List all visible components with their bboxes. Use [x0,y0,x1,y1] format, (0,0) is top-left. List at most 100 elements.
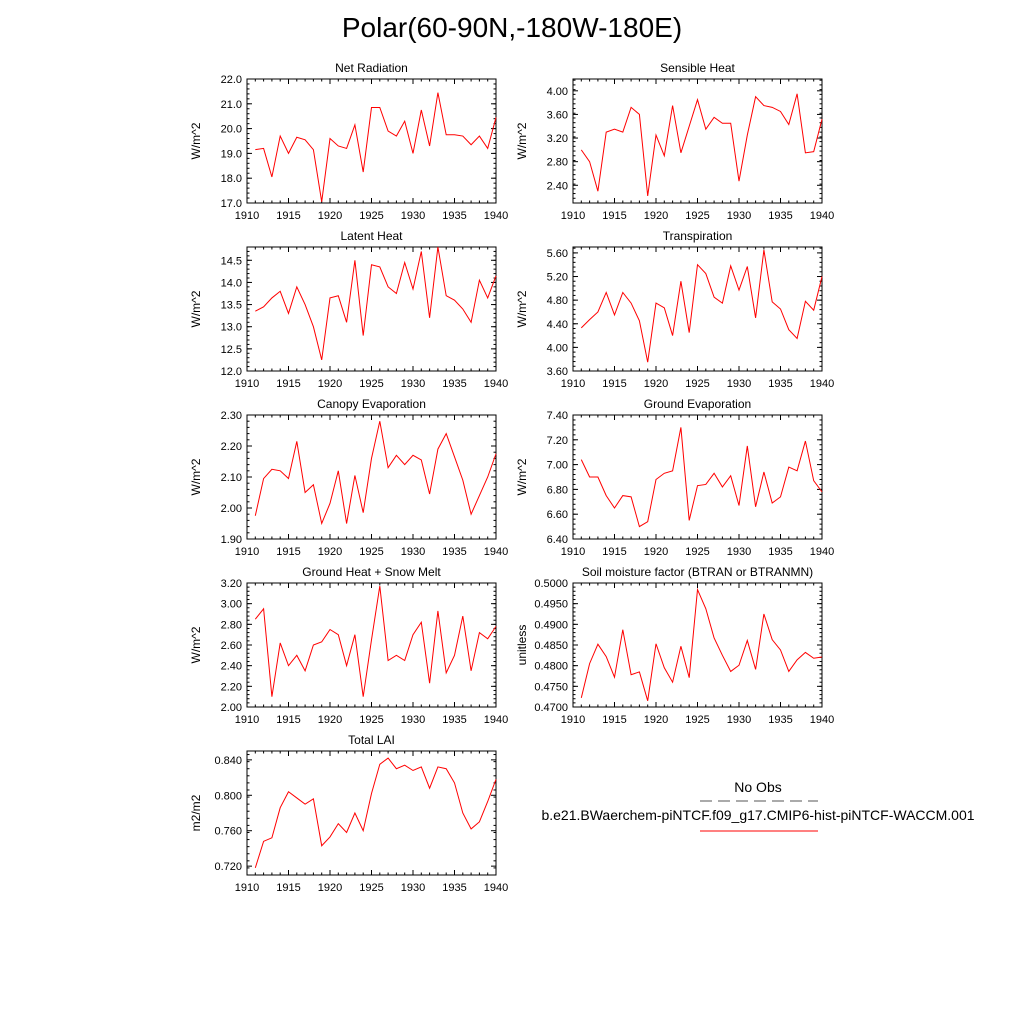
plot-frame [572,582,823,708]
y-tick-label: 0.800 [214,790,242,802]
x-tick-label: 1935 [768,546,792,558]
y-tick-label: 4.40 [547,319,568,331]
y-tick-label: 12.5 [221,344,242,356]
y-tick-label: 2.20 [221,681,242,693]
x-tick-label: 1915 [602,378,626,390]
y-axis-label: m2/m2 [189,794,203,831]
chart-panel: Latent Heat W/m^2 1910 1915 1920 1925 1930 1935… [189,229,508,390]
y-tick-label: 4.00 [547,342,568,354]
x-tick-label: 1915 [276,882,300,894]
x-tick-label: 1940 [484,378,508,390]
y-axis-label: W/m^2 [515,290,529,327]
x-tick-label: 1925 [359,714,383,726]
series-line [580,249,823,363]
x-tick-label: 1925 [359,210,383,222]
y-tick-label: 3.20 [221,578,242,590]
x-tick-label: 1935 [768,378,792,390]
chart-title: Transpiration [663,229,733,243]
x-tick-label: 1915 [602,210,626,222]
y-tick-label: 7.00 [547,460,568,472]
y-tick-label: 17.0 [221,198,242,210]
chart-title: Soil moisture factor (BTRAN or BTRANMN) [582,565,813,579]
x-tick-label: 1930 [401,882,425,894]
plot-frame [572,78,823,204]
y-tick-label: 2.00 [221,503,242,515]
x-tick-label: 1925 [359,546,383,558]
x-tick-label: 1910 [561,714,585,726]
y-tick-label: 0.4750 [534,681,568,693]
chart-title: Net Radiation [335,61,408,75]
x-tick-label: 1935 [442,546,466,558]
y-tick-label: 13.0 [221,322,242,334]
chart-panel: Canopy Evaporation W/m^2 1910 1915 1920 1925 1… [189,397,508,558]
series-line [580,587,823,701]
y-tick-label: 2.00 [221,702,242,714]
x-tick-label: 1940 [484,210,508,222]
y-tick-label: 2.80 [547,157,568,169]
x-tick-label: 1935 [442,882,466,894]
chart-title: Total LAI [348,733,395,747]
series-line [255,246,497,361]
plot-frame [246,582,497,708]
y-tick-label: 12.0 [221,366,242,378]
x-tick-label: 1940 [484,882,508,894]
x-tick-label: 1910 [235,210,259,222]
x-tick-label: 1925 [685,546,709,558]
x-tick-label: 1920 [318,210,342,222]
y-tick-label: 0.4800 [534,661,568,673]
y-tick-label: 4.00 [547,86,568,98]
x-tick-label: 1915 [276,378,300,390]
y-axis-label: W/m^2 [189,626,203,663]
x-tick-label: 1910 [561,378,585,390]
x-tick-label: 1920 [318,714,342,726]
x-tick-label: 1915 [602,546,626,558]
x-tick-label: 1925 [359,882,383,894]
y-tick-label: 7.20 [547,435,568,447]
x-tick-label: 1925 [685,210,709,222]
plot-frame [246,414,497,540]
x-tick-label: 1925 [685,714,709,726]
y-tick-label: 3.00 [221,599,242,611]
series-line [580,93,823,196]
y-tick-label: 4.80 [547,295,568,307]
x-tick-label: 1930 [401,546,425,558]
chart-panel: Net Radiation W/m^2 1910 1915 1920 1925 1930 19… [189,61,508,222]
chart-panel: Soil moisture factor (BTRAN or BTRANMN) u… [515,565,834,726]
x-tick-label: 1930 [727,210,751,222]
page-title: Polar(60-90N,-180W-180E) [341,12,683,43]
y-tick-label: 0.5000 [534,578,568,590]
series-line [255,92,497,202]
y-tick-label: 19.0 [221,148,242,160]
y-tick-label: 20.0 [221,124,242,136]
legend: No Obs b.e21.BWaerchem-piNTCF.f09_g17.CM… [541,779,975,832]
x-tick-label: 1935 [442,714,466,726]
x-tick-label: 1910 [235,378,259,390]
y-tick-label: 6.40 [547,534,568,546]
series-line [254,757,497,869]
x-tick-label: 1925 [685,378,709,390]
y-tick-label: 2.40 [221,661,242,673]
x-tick-label: 1940 [810,714,834,726]
x-tick-label: 1940 [484,714,508,726]
x-tick-label: 1930 [401,378,425,390]
x-tick-label: 1910 [235,546,259,558]
y-tick-label: 0.720 [214,861,242,873]
chart-panel: Ground Evaporation W/m^2 1910 1915 1920 1925 1… [515,397,834,558]
x-tick-label: 1920 [644,546,668,558]
x-tick-label: 1920 [644,714,668,726]
x-tick-label: 1915 [276,546,300,558]
chart-title: Ground Heat + Snow Melt [302,565,441,579]
y-tick-label: 5.20 [547,272,568,284]
y-axis-label: W/m^2 [189,458,203,495]
x-tick-label: 1920 [318,882,342,894]
y-tick-label: 0.4950 [534,599,568,611]
chart-panel: Total LAI m2/m2 1910 1915 1920 1925 1930 1935 19… [189,733,508,894]
x-tick-label: 1935 [442,210,466,222]
x-tick-label: 1930 [727,378,751,390]
plot-frame [246,78,497,204]
y-tick-label: 7.40 [547,410,568,422]
y-axis-label: W/m^2 [189,290,203,327]
y-tick-label: 6.80 [547,484,568,496]
x-tick-label: 1935 [768,714,792,726]
